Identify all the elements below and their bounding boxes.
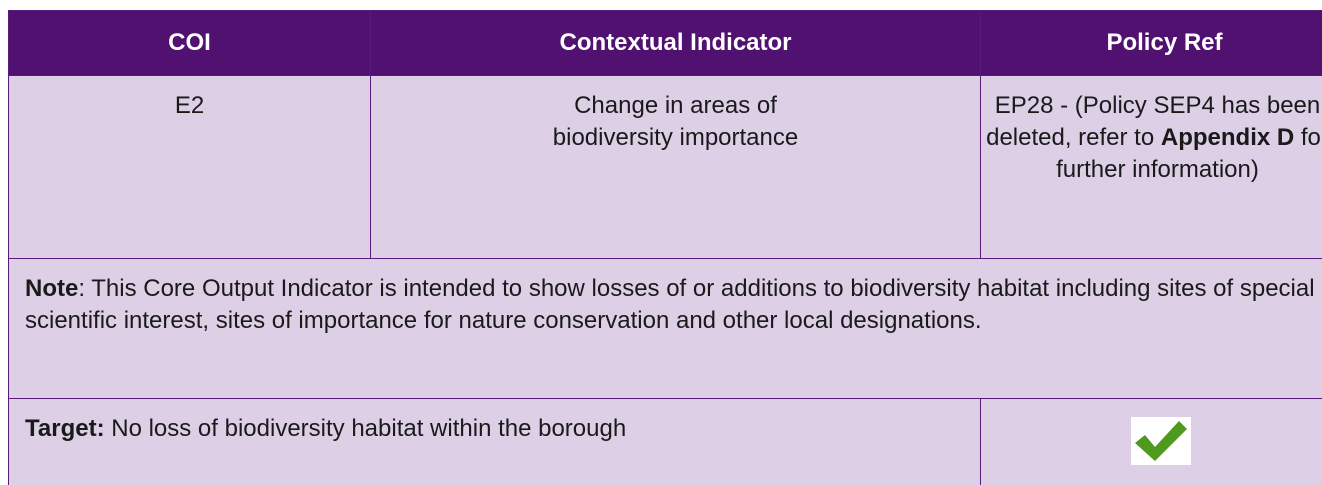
indicator-line: biodiversity importance (552, 124, 799, 151)
note-text: : This Core Output Indicator is intended… (25, 275, 1315, 334)
policy-text: EP28 - (Policy SEP4 has been deleted, re… (986, 92, 1321, 151)
data-row: E2 Change in areas of biodiversity import… (8, 75, 1322, 259)
indicator-cell: Change in areas of biodiversity importanc… (370, 75, 981, 259)
policy-cell: EP28 - (Policy SEP4 has been deleted, re… (980, 75, 1322, 259)
indicator-line: Change in areas of (574, 92, 777, 119)
note-cell: Note: This Core Output Indicator is inte… (8, 258, 1322, 399)
policy-bold: Appendix D (1160, 124, 1295, 151)
status-cell (980, 398, 1322, 485)
note-row: Note: This Core Output Indicator is inte… (8, 258, 1322, 399)
coi: E2 (174, 92, 205, 119)
indicator-table: COI Contextual Indicator Policy Ref E2 C… (8, 10, 1322, 485)
target-cell: Target: No loss of biodiversity habitat … (8, 398, 981, 485)
header-row: COI Contextual Indicator Policy Ref (8, 10, 1322, 76)
target-text: No loss of biodiversity habitat within t… (104, 415, 627, 442)
header-cell: COI (8, 10, 371, 76)
target-row: Target: No loss of biodiversity habitat … (8, 398, 1322, 485)
header-cell: Policy Ref (980, 10, 1322, 76)
coi-cell: E2 (8, 75, 371, 259)
header-cell: Contextual Indicator (370, 10, 981, 76)
note-label: Note (25, 275, 79, 302)
table-container: COI Contextual Indicator Policy Ref E2 C… (8, 10, 1322, 485)
target-label: Target: (25, 415, 105, 442)
check-icon (1131, 417, 1191, 465)
policy-text: for further information) (1056, 124, 1322, 183)
